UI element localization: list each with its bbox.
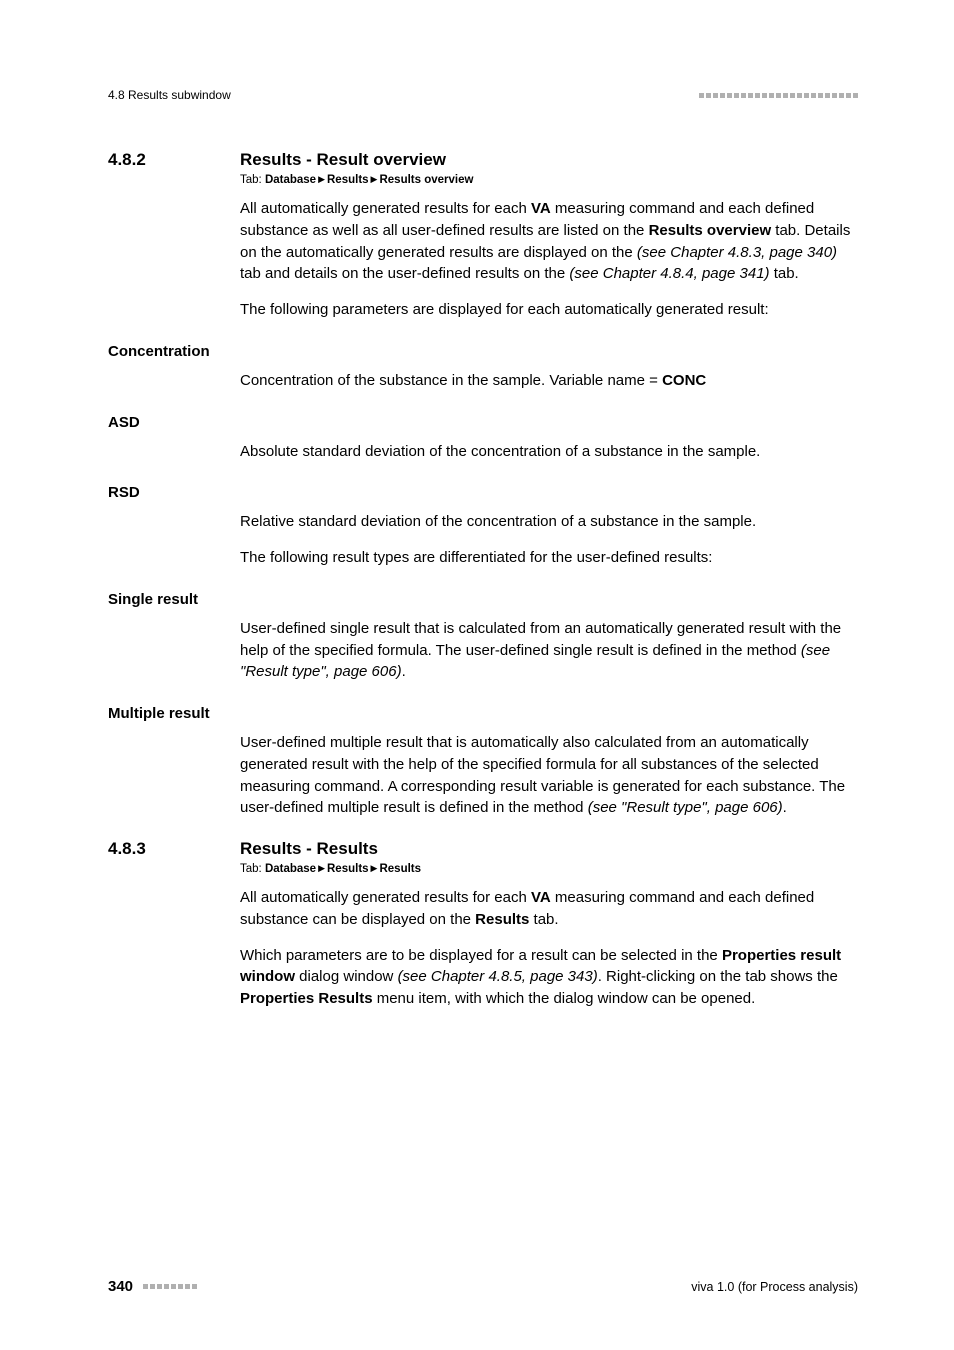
tab-seg: Results — [327, 863, 369, 875]
tab-seg: Database — [265, 174, 316, 186]
page-footer: 340 viva 1.0 (for Process analysis) — [108, 1278, 858, 1296]
term-body: Relative standard deviation of the conce… — [240, 511, 858, 533]
section-number: 4.8.2 — [108, 150, 240, 170]
footer-left: 340 — [108, 1278, 197, 1296]
tab-path: Tab: Database▶Results▶Results overview — [240, 174, 858, 186]
paragraph: All automatically generated results for … — [240, 198, 858, 285]
tab-prefix: Tab: — [240, 174, 265, 186]
section-title: Results - Result overview — [240, 150, 446, 170]
header-breadcrumb: 4.8 Results subwindow — [108, 88, 231, 102]
tab-seg: Results overview — [379, 174, 473, 186]
page-number: 340 — [108, 1278, 133, 1295]
tab-seg: Database — [265, 863, 316, 875]
paragraph: The following parameters are displayed f… — [240, 299, 858, 321]
paragraph: All automatically generated results for … — [240, 887, 858, 931]
tab-seg: Results — [379, 863, 421, 875]
triangle-icon: ▶ — [369, 863, 380, 873]
term-asd: ASD — [108, 414, 858, 431]
footer-decoration — [143, 1284, 197, 1289]
paragraph: Which parameters are to be displayed for… — [240, 945, 858, 1010]
tab-prefix: Tab: — [240, 863, 265, 875]
tab-path: Tab: Database▶Results▶Results — [240, 863, 858, 875]
term-concentration: Concentration — [108, 343, 858, 360]
tab-seg: Results — [327, 174, 369, 186]
term-multiple-result: Multiple result — [108, 705, 858, 722]
footer-right: viva 1.0 (for Process analysis) — [691, 1280, 858, 1294]
header-decoration — [699, 93, 858, 98]
triangle-icon: ▶ — [316, 174, 327, 184]
term-body: User-defined single result that is calcu… — [240, 618, 858, 683]
page-header: 4.8 Results subwindow — [108, 88, 858, 102]
term-body: Concentration of the substance in the sa… — [240, 370, 858, 392]
section-title: Results - Results — [240, 839, 378, 859]
section-heading-482: 4.8.2 Results - Result overview — [108, 150, 858, 170]
term-rsd: RSD — [108, 484, 858, 501]
term-single-result: Single result — [108, 591, 858, 608]
triangle-icon: ▶ — [316, 863, 327, 873]
triangle-icon: ▶ — [369, 174, 380, 184]
section-number: 4.8.3 — [108, 839, 240, 859]
term-body: Absolute standard deviation of the conce… — [240, 441, 858, 463]
term-body: User-defined multiple result that is aut… — [240, 732, 858, 819]
term-body: The following result types are different… — [240, 547, 858, 569]
section-heading-483: 4.8.3 Results - Results — [108, 839, 858, 859]
